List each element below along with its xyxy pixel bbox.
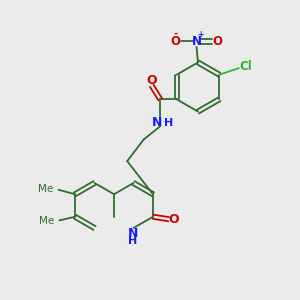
Text: Me: Me — [38, 184, 53, 194]
Text: +: + — [197, 30, 203, 39]
Text: O: O — [212, 35, 223, 48]
Text: Cl: Cl — [239, 60, 252, 73]
Text: N: N — [128, 227, 138, 240]
Text: O: O — [169, 213, 179, 226]
Text: H: H — [128, 236, 137, 246]
Text: O: O — [146, 74, 157, 87]
Text: Me: Me — [39, 216, 54, 226]
Text: -: - — [173, 29, 178, 39]
Text: N: N — [191, 35, 202, 48]
Text: O: O — [170, 35, 181, 48]
Text: H: H — [164, 118, 173, 128]
Text: N: N — [152, 116, 162, 129]
